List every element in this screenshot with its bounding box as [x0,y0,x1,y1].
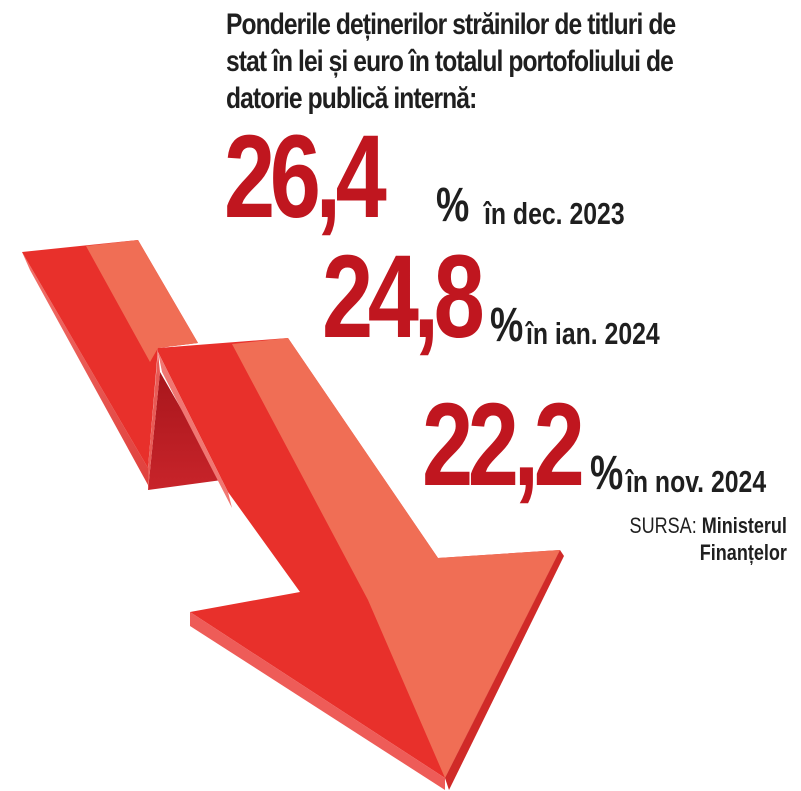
stat-unit: % [590,447,624,500]
title-line-1: Ponderile deținerilor străinilor de titl… [226,8,676,41]
stat-period: în ian. 2024 [526,316,660,351]
stat-period: în dec. 2023 [484,196,625,231]
stat-jan-2024: 24,8 % în ian. 2024 [322,238,682,358]
chart-title: Ponderile deținerilor străinilor de titl… [226,6,693,117]
title-line-2: stat în lei și euro în totalul portofoli… [226,45,674,78]
stat-value: 26,4 [224,111,387,243]
source-label: SURSA: [629,513,697,538]
stat-value: 24,8 [322,231,485,363]
stat-nov-2024: 22,2 % în nov. 2024 [422,386,792,506]
stat-dec-2023: 26,4 % în dec. 2023 [224,118,644,238]
source-name-line-2: Finanțelor [699,540,787,565]
source-row-1: SURSA: Ministerul [630,512,787,539]
stat-unit: % [490,299,524,352]
title-line-3: datorie publică internă: [226,82,477,115]
source-name-line-1: Ministerul [701,513,787,538]
stat-unit: % [436,179,470,232]
stat-period: în nov. 2024 [626,464,767,499]
source-credit: SURSA: Ministerul Finanțelor [595,512,787,566]
stat-value: 22,2 [422,379,585,511]
